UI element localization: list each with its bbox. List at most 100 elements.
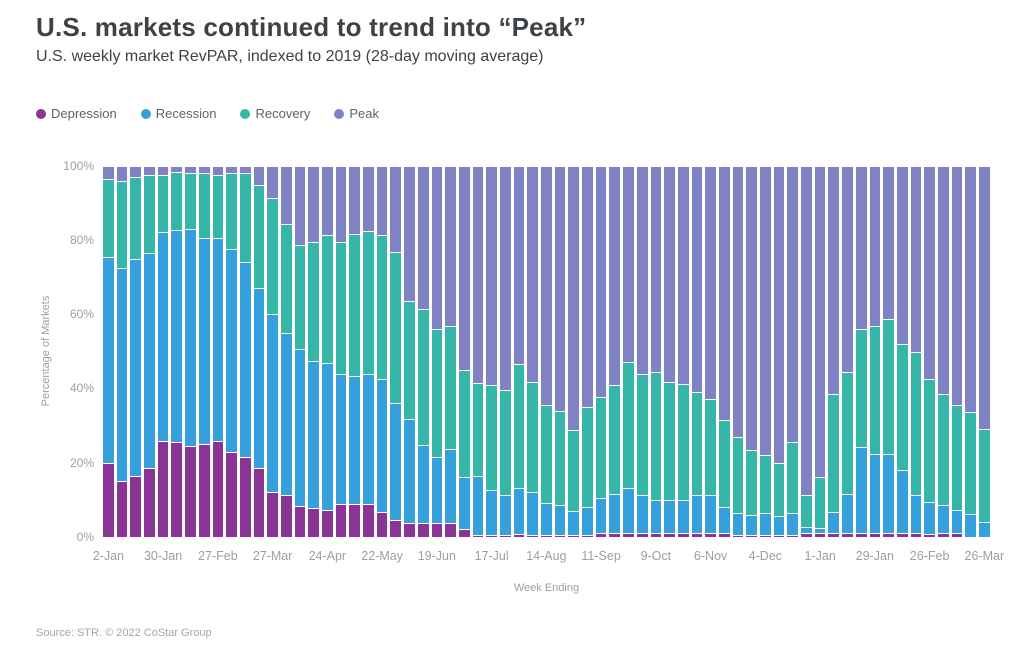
bar-segment-recession <box>499 495 511 536</box>
x-tick-slot <box>185 549 196 565</box>
bar <box>390 166 402 537</box>
bar-segment-recession <box>253 287 265 469</box>
bar-segment-peak <box>486 166 497 385</box>
bar-segment-peak <box>390 166 402 253</box>
bar-segment-recession <box>760 513 771 536</box>
x-tick-slot <box>883 549 894 565</box>
x-tick-slot <box>733 549 744 565</box>
x-tick-label: 26-Feb <box>909 549 950 563</box>
bar <box>349 166 361 537</box>
bar-segment-peak <box>732 166 744 437</box>
bar <box>335 166 347 537</box>
bar-segment-recession <box>691 495 703 534</box>
x-tick-slot <box>445 549 456 565</box>
bar <box>636 166 648 537</box>
bar-segment-recession <box>883 453 894 534</box>
bar-segment-peak <box>705 166 716 399</box>
bar-segment-recovery <box>979 428 990 522</box>
x-tick-label: 26-Mar <box>964 549 1005 563</box>
x-tick-slot: 9-Oct <box>641 549 672 565</box>
legend-item-recession: Recession <box>140 106 216 121</box>
x-axis-ticks: 2-Jan 30-Jan 27-Feb 27-Mar 24-Apr 22-May 19-Ju… <box>93 549 1005 565</box>
x-tick-slot: 27-Mar <box>253 549 293 565</box>
bar-segment-depression <box>171 442 183 537</box>
x-tick-slot: 17-Jul <box>475 549 509 565</box>
bar <box>294 166 306 537</box>
bar-segment-depression <box>267 491 278 537</box>
bar-segment-recession <box>609 493 621 534</box>
bar-segment-recovery <box>198 173 210 239</box>
bar-segment-peak <box>951 166 963 406</box>
x-tick-slot <box>568 549 579 565</box>
bar-segment-recession <box>842 494 853 534</box>
bar <box>855 166 867 537</box>
x-tick-slot <box>952 549 963 565</box>
x-tick-slot: 19-Jun <box>418 549 456 565</box>
bar <box>513 166 525 537</box>
bar-segment-peak <box>568 166 580 431</box>
bar-segment-depression <box>787 535 799 537</box>
bar-segment-recovery <box>212 174 224 239</box>
bar-segment-peak <box>883 166 894 319</box>
bar-segment-depression <box>677 533 689 537</box>
x-tick-slot <box>226 549 237 565</box>
bar <box>171 166 183 537</box>
legend-label: Peak <box>349 106 380 121</box>
bar-segment-recession <box>267 314 278 492</box>
bar <box>623 166 634 537</box>
bar-segment-recovery <box>828 393 840 512</box>
bar-segment-recession <box>705 495 716 534</box>
bar-segment-recovery <box>267 197 278 315</box>
bar-segment-recovery <box>404 300 415 419</box>
bar-segment-recovery <box>458 370 470 477</box>
bar-segment-recession <box>335 373 347 505</box>
bar <box>896 166 908 537</box>
bar-segment-peak <box>609 166 621 386</box>
x-tick-label: 24-Apr <box>308 549 347 563</box>
legend-item-recovery: Recovery <box>240 106 310 121</box>
bar <box>458 166 470 537</box>
x-tick-label: 30-Jan <box>143 549 183 563</box>
bar-segment-peak <box>924 166 935 379</box>
bar-segment-recovery <box>787 441 799 514</box>
bar-segment-recession <box>308 361 319 509</box>
bar-segment-recovery <box>842 372 853 495</box>
bar-segment-depression <box>363 504 374 537</box>
bar-segment-peak <box>185 166 196 174</box>
bar-segment-peak <box>157 166 169 176</box>
bar-segment-recovery <box>568 430 580 512</box>
bar-segment-recession <box>349 375 361 505</box>
bar-segment-peak <box>828 166 840 394</box>
bar-segment-recession <box>376 379 388 512</box>
bar-segment-recovery <box>623 362 634 489</box>
bar-segment-recession <box>801 526 812 534</box>
bar-segment-depression <box>732 535 744 537</box>
bar <box>103 166 114 537</box>
bar-segment-peak <box>636 166 648 374</box>
bar-segment-recovery <box>869 325 881 454</box>
bar <box>691 166 703 537</box>
bars <box>103 166 990 537</box>
bar <box>253 166 265 537</box>
bar <box>499 166 511 537</box>
bar-segment-peak <box>910 166 922 353</box>
bar-segment-recession <box>664 500 675 534</box>
bar-segment-recession <box>554 505 566 536</box>
bar-segment-recovery <box>239 173 251 262</box>
bar <box>801 166 812 537</box>
bar-segment-depression <box>322 509 333 537</box>
bar-segment-depression <box>855 533 867 537</box>
bar-segment-recovery <box>554 410 566 506</box>
bar-segment-recession <box>157 231 169 441</box>
bar-segment-recession <box>773 515 785 536</box>
bar-segment-peak <box>595 166 607 398</box>
bar-segment-recovery <box>855 328 867 447</box>
bar-segment-depression <box>486 535 497 537</box>
x-tick-slot <box>117 549 128 565</box>
x-tick-slot <box>240 549 251 565</box>
x-axis-title: Week Ending <box>513 582 580 594</box>
x-tick-slot: 26-Mar <box>965 549 1005 565</box>
bar-segment-depression <box>828 533 840 537</box>
bar-segment-depression <box>335 504 347 537</box>
bar <box>185 166 196 537</box>
